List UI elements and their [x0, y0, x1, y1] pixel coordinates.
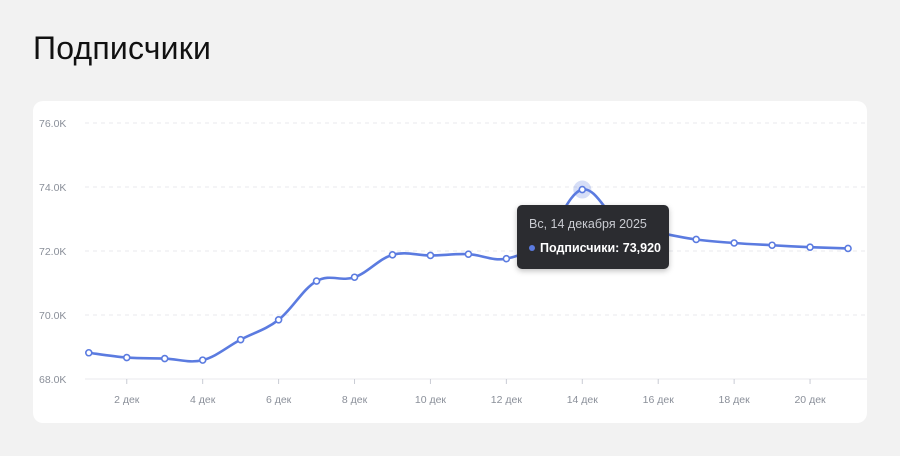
x-tick-label: 2 дек	[114, 394, 140, 406]
y-tick-label: 74.0K	[39, 182, 66, 194]
data-point	[160, 354, 169, 363]
data-point	[464, 250, 473, 258]
y-tick-label: 68.0K	[39, 374, 66, 386]
data-point	[122, 353, 131, 362]
x-tick-label: 4 дек	[190, 394, 216, 406]
series-dot-icon	[529, 244, 535, 251]
data-point	[350, 273, 359, 282]
data-point	[312, 277, 321, 285]
x-tick-label: 6 дек	[266, 394, 292, 406]
data-point	[578, 185, 587, 194]
data-point	[768, 241, 776, 250]
data-point	[236, 335, 245, 344]
x-tick-label: 14 дек	[567, 394, 599, 406]
data-point	[502, 254, 511, 263]
subscribers-chart: 68.0K 70.0K 72.0K 74.0K 76.0K 2 дек 4 дек 6 дек…	[39, 118, 867, 406]
x-tick-label: 8 дек	[342, 394, 368, 406]
page-title: Подписчики	[33, 30, 212, 66]
data-point	[84, 348, 93, 357]
tooltip-date: Вс, 14 декабря 2025	[529, 217, 647, 231]
data-point	[730, 239, 738, 247]
x-tick-label: 18 дек	[719, 394, 751, 406]
x-tick-label: 10 дек	[415, 394, 447, 406]
data-point	[274, 316, 283, 324]
tooltip-separator: :	[615, 241, 623, 255]
y-tick-label: 72.0K	[39, 246, 66, 258]
x-tick-label: 20 дек	[794, 394, 826, 406]
data-point	[388, 251, 397, 259]
tooltip-series-label: Подписчики	[540, 241, 616, 255]
y-tick-label: 70.0K	[39, 310, 66, 322]
x-tick-label: 16 дек	[643, 394, 675, 406]
data-point	[844, 244, 852, 253]
data-point	[806, 243, 814, 251]
tooltip-value-row: Подписчики: 73,920	[529, 241, 661, 255]
chart-card: 68.0K 70.0K 72.0K 74.0K 76.0K 2 дек 4 дек 6 дек…	[33, 101, 867, 423]
series-line	[87, 188, 850, 363]
data-point	[198, 356, 207, 364]
x-tick-label: 12 дек	[491, 394, 523, 406]
data-point	[692, 235, 700, 244]
data-point	[426, 251, 435, 260]
chart-tooltip: Вс, 14 декабря 2025 Подписчики: 73,920	[517, 205, 669, 269]
tooltip-value: 73,920	[622, 241, 662, 255]
y-tick-label: 76.0K	[39, 118, 66, 130]
